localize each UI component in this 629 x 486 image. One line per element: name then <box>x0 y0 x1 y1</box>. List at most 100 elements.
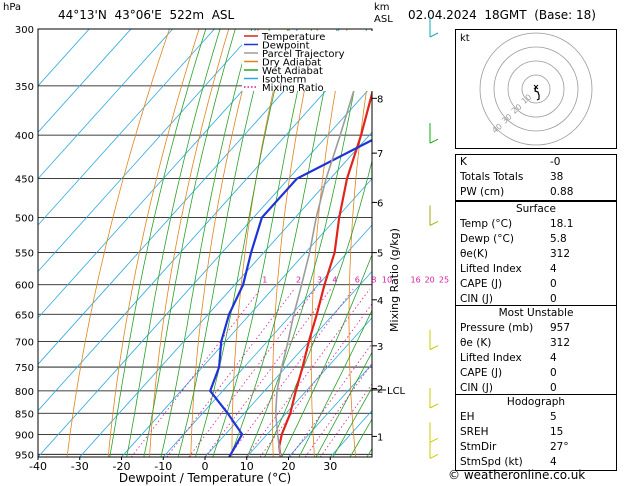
surface-label: θe(K) <box>460 248 488 260</box>
most-unstable-panel: Most Unstable Pressure (mb) 957 θe (K) 312… <box>455 305 617 397</box>
pressure-tick-label: 450 <box>15 175 34 186</box>
index-label: K <box>460 156 467 168</box>
surface-row: Temp (°C) 18.1 <box>456 217 616 232</box>
hodo-value: 4 <box>550 456 557 468</box>
dewpoint-line <box>208 138 372 457</box>
isotherm-line <box>38 29 90 87</box>
wet-adiabat-line <box>349 418 372 457</box>
surface-row: Lifted Index 4 <box>456 262 616 277</box>
pressure-tick-label: 700 <box>15 338 34 349</box>
surface-row: CIN (J) 0 <box>456 292 616 307</box>
surface-row: CAPE (J) 0 <box>456 277 616 292</box>
surface-value: 0 <box>550 293 557 305</box>
hodograph-ring <box>479 32 593 146</box>
mixing-ratio-line <box>245 288 371 457</box>
altitude-unit-km: km <box>374 2 390 13</box>
unstable-value: 0 <box>550 382 557 394</box>
altitude-tick-label: 5 <box>377 249 383 260</box>
x-tick-label: 30 <box>323 460 337 473</box>
index-label: PW (cm) <box>460 186 505 198</box>
altitude-tick-label: 6 <box>377 198 383 209</box>
pressure-tick-label: 400 <box>15 131 34 142</box>
index-pw-row: PW (cm) 0.88 <box>456 185 616 200</box>
surface-label: CIN (J) <box>460 293 493 305</box>
surface-value: 312 <box>550 248 571 260</box>
index-label: Totals Totals <box>460 171 524 183</box>
pressure-tick-label: 350 <box>15 82 34 93</box>
surface-value: 18.1 <box>550 218 574 230</box>
hodo-label: StmDir <box>460 441 497 453</box>
mixing-ratio-label: 1 <box>262 276 267 285</box>
hodograph-ring <box>507 60 565 118</box>
index-value: 38 <box>550 171 564 183</box>
mixing-ratio-label: 10 <box>382 276 392 285</box>
wet-adiabat-line <box>109 29 207 457</box>
dry-adiabat-line <box>310 29 348 457</box>
hodograph-ring <box>493 46 579 132</box>
mixing-ratio-label: 16 <box>411 276 421 285</box>
mixing-ratio-label: 20 <box>425 276 435 285</box>
legend-label: Dry Adiabat <box>262 58 321 69</box>
wind-barb <box>429 345 439 351</box>
mixing-ratio-label: 4 <box>332 276 337 285</box>
isotherm-line <box>38 29 174 180</box>
pressure-tick-label: 650 <box>15 310 34 321</box>
wet-adiabat-line <box>177 29 270 457</box>
surface-value: 4 <box>550 263 557 275</box>
hodograph-unit-label: kt <box>460 33 470 44</box>
dry-adiabat-line <box>421 0 446 457</box>
surface-value: 0 <box>550 278 557 290</box>
mixing-ratio-line <box>304 362 372 457</box>
x-tick-label: -10 <box>154 460 172 473</box>
wet-adiabat-line <box>160 29 253 457</box>
isotherm-line <box>38 85 372 457</box>
pressure-tick-label: 750 <box>15 363 34 374</box>
altitude-tick-label: 4 <box>377 296 383 307</box>
surface-label: Temp (°C) <box>460 218 513 230</box>
isotherm-line <box>79 131 372 457</box>
hodo-value: 15 <box>550 426 564 438</box>
isotherm-line <box>38 29 132 133</box>
dry-adiabat-line <box>348 53 372 457</box>
location-title: 44°13'N 43°06'E 522m ASL <box>58 8 235 22</box>
pressure-tick-label: 800 <box>15 387 34 398</box>
pressure-tick-label: 300 <box>15 25 34 36</box>
wet-adiabat-line <box>315 351 372 457</box>
mixing-ratio-label: 3 <box>317 276 322 285</box>
dry-adiabat-line <box>107 29 200 457</box>
wet-adiabat-line <box>246 29 367 457</box>
isotherm-line <box>121 178 372 457</box>
x-tick-label: -20 <box>113 460 131 473</box>
pressure-tick-label: 500 <box>15 213 34 224</box>
hodograph-stats-title: Hodograph <box>506 396 566 408</box>
unstable-row: CIN (J) 0 <box>456 381 616 396</box>
dry-adiabat-line <box>190 29 259 457</box>
unstable-row: θe (K) 312 <box>456 336 616 351</box>
surface-row: Dewp (°C) 5.8 <box>456 232 616 247</box>
isotherm-line <box>204 270 372 457</box>
wind-barb <box>429 403 439 409</box>
x-tick-label: -30 <box>71 460 89 473</box>
temperature-line <box>278 89 372 457</box>
isotherm-line <box>288 363 372 457</box>
altitude-tick-label: 1 <box>377 432 383 443</box>
pressure-tick-label: 950 <box>15 450 34 461</box>
dry-adiabat-line <box>271 29 318 457</box>
hodograph-ring <box>521 74 551 104</box>
wet-adiabat-line <box>264 159 372 457</box>
surface-label: Dewp (°C) <box>460 233 514 245</box>
wind-barb <box>429 221 439 226</box>
pressure-tick-label: 900 <box>15 430 34 441</box>
lcl-label: LCL <box>387 386 406 397</box>
surface-panel-title: Surface <box>515 203 556 215</box>
x-tick-label: -40 <box>29 460 47 473</box>
mixing-ratio-label: 8 <box>371 276 376 285</box>
pressure-unit: hPa <box>3 2 22 13</box>
wet-adiabat-line <box>212 29 313 457</box>
mixing-ratio-line <box>289 342 372 457</box>
hodo-row: EH 5 <box>456 410 616 425</box>
mixing-ratio-line <box>130 288 261 457</box>
wet-adiabat-line <box>332 386 372 457</box>
